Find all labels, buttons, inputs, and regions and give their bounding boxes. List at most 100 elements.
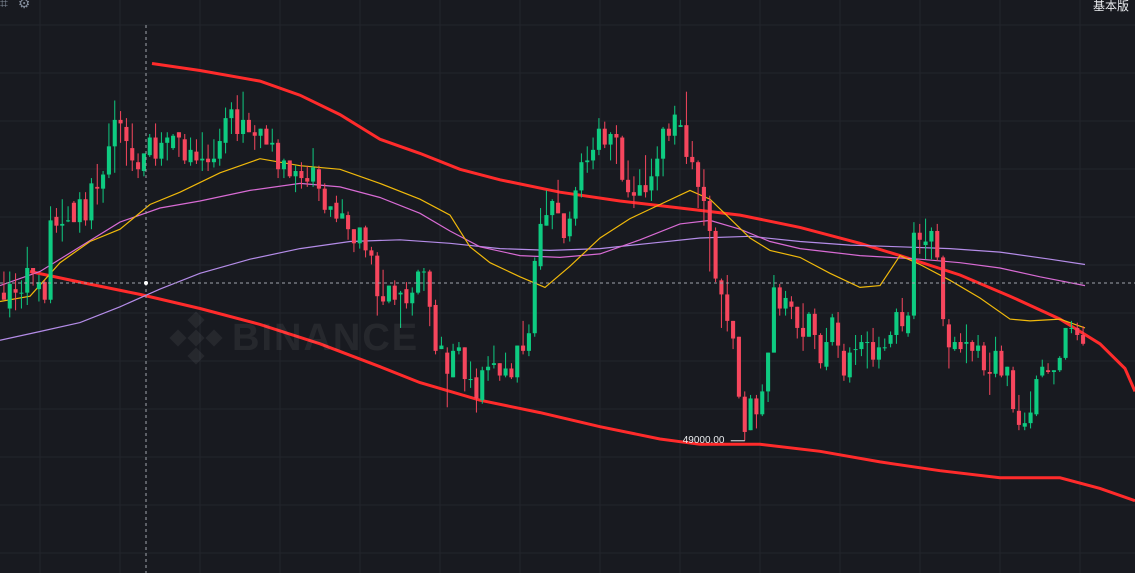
candle-body [591,149,596,161]
candle [316,165,321,201]
candle [153,123,158,166]
candle [946,319,951,369]
candle [36,275,41,302]
candle [258,128,263,149]
candle [970,340,975,362]
candle [841,343,846,381]
candle-body [346,215,351,230]
candle [223,107,228,154]
candle [795,306,800,339]
candle-body [812,313,817,335]
candle [112,100,117,173]
candle-body [1046,370,1051,373]
candle-body [701,186,706,201]
crop-icon[interactable]: ⌗ [0,0,8,11]
candle [147,133,152,157]
candle-body [521,345,526,351]
candle-body [801,327,806,337]
candle [876,336,881,369]
candle [731,320,736,350]
candle [311,148,316,187]
candle [538,208,543,270]
candle [672,105,677,145]
candle [480,366,485,404]
candle-body [795,306,800,328]
candle-body [153,137,158,159]
candle-body [322,188,327,210]
candle-body [106,146,111,175]
candle-body [112,119,117,147]
candle [491,345,496,369]
candle [655,146,660,191]
candle [83,192,88,226]
candle-body [404,289,409,304]
candle [742,391,747,441]
candle-body [229,109,234,119]
candle-body [906,315,911,334]
candle-body [631,192,636,196]
binance-watermark: BINANCE [168,310,419,366]
candle-body [246,119,251,133]
candle [1,271,6,300]
candle-body [54,216,59,226]
candle [684,91,689,164]
candle-body [398,292,403,295]
candle-body [194,151,199,161]
candle [375,252,380,316]
candle [812,308,817,350]
candle-body [637,185,642,196]
candle [130,123,135,172]
candle-body [626,179,631,193]
candle [608,132,613,161]
candle [1057,356,1062,373]
candle [1034,375,1039,417]
candle [917,223,922,254]
candle [31,267,36,286]
candle [958,333,963,353]
candle [602,121,607,149]
candle-body [299,171,304,179]
candle [445,347,450,408]
candle [1040,359,1045,378]
candle [690,141,695,170]
candle-body [281,160,286,170]
candle-body [223,118,228,143]
candle-body [672,114,677,136]
candle [1081,326,1086,346]
candle [410,287,415,316]
candle [596,118,601,156]
candle-body [999,350,1004,376]
candle-body [620,137,625,180]
candle-body [433,305,438,351]
candle [631,176,636,209]
basic-mode-toggle[interactable]: 基本版 [1092,0,1129,13]
candle-body [287,160,292,177]
candle [71,200,76,223]
candle-body [917,232,922,240]
gear-icon[interactable]: ⚙ [17,0,31,11]
candle [678,119,683,127]
candle-body [25,267,30,293]
candle-body [602,128,607,145]
candle [766,352,771,402]
candle-body [42,282,47,300]
candle [532,257,537,337]
candle-body [328,206,333,210]
candle-body [392,285,397,300]
candle [865,331,870,369]
candle-body [888,334,893,344]
candle-body [871,342,876,360]
candle-body [439,345,444,350]
candle-body [1063,327,1068,358]
candle-body [386,285,391,302]
candle-body [573,190,578,219]
binance-logo-icon [169,311,223,365]
candle [13,273,18,311]
ma-mid-line [0,182,1086,287]
candle-body [567,218,572,237]
candle-body [736,336,741,397]
candle-body [771,287,776,353]
chart-tools: ⌗ ⚙ [0,0,30,10]
